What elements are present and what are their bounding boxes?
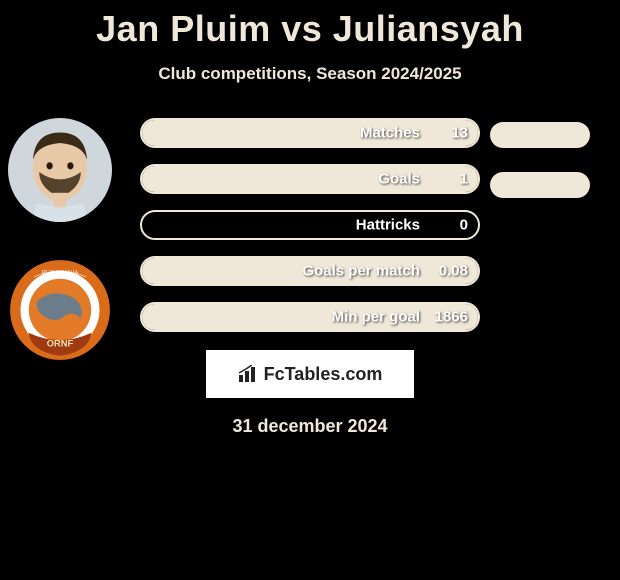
right-pill-1 <box>490 122 590 148</box>
right-pill-2 <box>490 172 590 198</box>
stat-row-matches: Matches 13 <box>140 118 480 148</box>
stat-value: 1 <box>460 171 468 188</box>
stat-fill <box>142 166 478 192</box>
stat-value: 13 <box>451 125 468 142</box>
player2-badge: ORNF PUSAMANIA <box>8 258 112 362</box>
stat-label: Goals per match <box>302 263 420 280</box>
player2-badge-icon: ORNF PUSAMANIA <box>8 258 112 362</box>
svg-text:PUSAMANIA: PUSAMANIA <box>42 270 80 277</box>
fctables-logo: FcTables.com <box>206 350 414 398</box>
comparison-title: Jan Pluim vs Juliansyah <box>0 0 620 50</box>
stat-rows: Matches 13 Goals 1 Hattricks 0 Goals per… <box>140 118 480 332</box>
stat-row-goals: Goals 1 <box>140 164 480 194</box>
stat-label: Hattricks <box>356 217 420 234</box>
fctables-logo-text: FcTables.com <box>238 364 383 385</box>
comparison-subtitle: Club competitions, Season 2024/2025 <box>0 64 620 84</box>
logo-label: FcTables.com <box>264 364 383 385</box>
stat-label: Goals <box>378 171 420 188</box>
stat-fill <box>142 120 478 146</box>
chart-icon <box>238 365 260 383</box>
stat-label: Min per goal <box>332 309 420 326</box>
stat-fill <box>142 304 478 330</box>
stat-value: 1866 <box>435 309 468 326</box>
stat-row-gpm: Goals per match 0.08 <box>140 256 480 286</box>
comparison-content: ORNF PUSAMANIA Matches 13 Goals 1 Hattri… <box>0 118 620 332</box>
stat-row-mpg: Min per goal 1866 <box>140 302 480 332</box>
player1-avatar <box>8 118 112 222</box>
stat-value: 0 <box>460 217 468 234</box>
stat-label: Matches <box>360 125 420 142</box>
stat-row-hattricks: Hattricks 0 <box>140 210 480 240</box>
svg-text:ORNF: ORNF <box>47 338 74 348</box>
stat-value: 0.08 <box>439 263 468 280</box>
comparison-date: 31 december 2024 <box>0 416 620 437</box>
player1-face-icon <box>8 118 112 222</box>
